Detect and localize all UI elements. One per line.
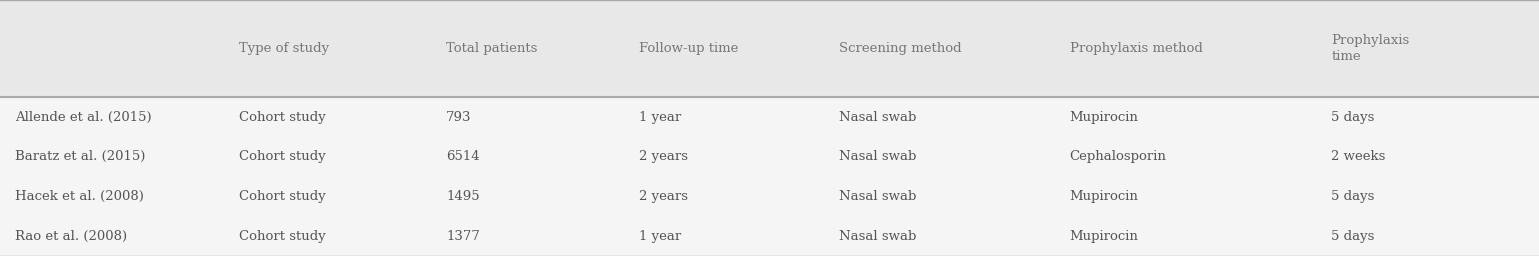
Text: Allende et al. (2015): Allende et al. (2015) bbox=[15, 111, 152, 124]
Text: Cohort study: Cohort study bbox=[239, 190, 325, 203]
Bar bbox=[0, 97, 1539, 137]
Text: Mupirocin: Mupirocin bbox=[1070, 111, 1139, 124]
Text: 793: 793 bbox=[446, 111, 472, 124]
Text: 1 year: 1 year bbox=[639, 111, 680, 124]
Text: Mupirocin: Mupirocin bbox=[1070, 230, 1139, 243]
Text: 2 years: 2 years bbox=[639, 150, 688, 163]
Text: Hacek et al. (2008): Hacek et al. (2008) bbox=[15, 190, 145, 203]
Text: 5 days: 5 days bbox=[1331, 230, 1374, 243]
Text: Total patients: Total patients bbox=[446, 42, 537, 55]
Text: Prophylaxis method: Prophylaxis method bbox=[1070, 42, 1202, 55]
Bar bbox=[0, 177, 1539, 216]
Bar bbox=[0, 0, 1539, 97]
Text: Cohort study: Cohort study bbox=[239, 111, 325, 124]
Text: 1377: 1377 bbox=[446, 230, 480, 243]
Text: Nasal swab: Nasal swab bbox=[839, 111, 916, 124]
Text: Type of study: Type of study bbox=[239, 42, 329, 55]
Text: Baratz et al. (2015): Baratz et al. (2015) bbox=[15, 150, 146, 163]
Text: Follow-up time: Follow-up time bbox=[639, 42, 739, 55]
Text: Nasal swab: Nasal swab bbox=[839, 230, 916, 243]
Text: Cephalosporin: Cephalosporin bbox=[1070, 150, 1167, 163]
Bar bbox=[0, 137, 1539, 177]
Text: 5 days: 5 days bbox=[1331, 111, 1374, 124]
Text: Cohort study: Cohort study bbox=[239, 150, 325, 163]
Text: Nasal swab: Nasal swab bbox=[839, 190, 916, 203]
Text: Nasal swab: Nasal swab bbox=[839, 150, 916, 163]
Text: Rao et al. (2008): Rao et al. (2008) bbox=[15, 230, 128, 243]
Text: 1 year: 1 year bbox=[639, 230, 680, 243]
Text: 5 days: 5 days bbox=[1331, 190, 1374, 203]
Text: Prophylaxis
time: Prophylaxis time bbox=[1331, 34, 1410, 63]
Text: 2 years: 2 years bbox=[639, 190, 688, 203]
Text: Mupirocin: Mupirocin bbox=[1070, 190, 1139, 203]
Bar bbox=[0, 216, 1539, 256]
Text: 6514: 6514 bbox=[446, 150, 480, 163]
Text: Cohort study: Cohort study bbox=[239, 230, 325, 243]
Text: 1495: 1495 bbox=[446, 190, 480, 203]
Text: 2 weeks: 2 weeks bbox=[1331, 150, 1385, 163]
Text: Screening method: Screening method bbox=[839, 42, 962, 55]
